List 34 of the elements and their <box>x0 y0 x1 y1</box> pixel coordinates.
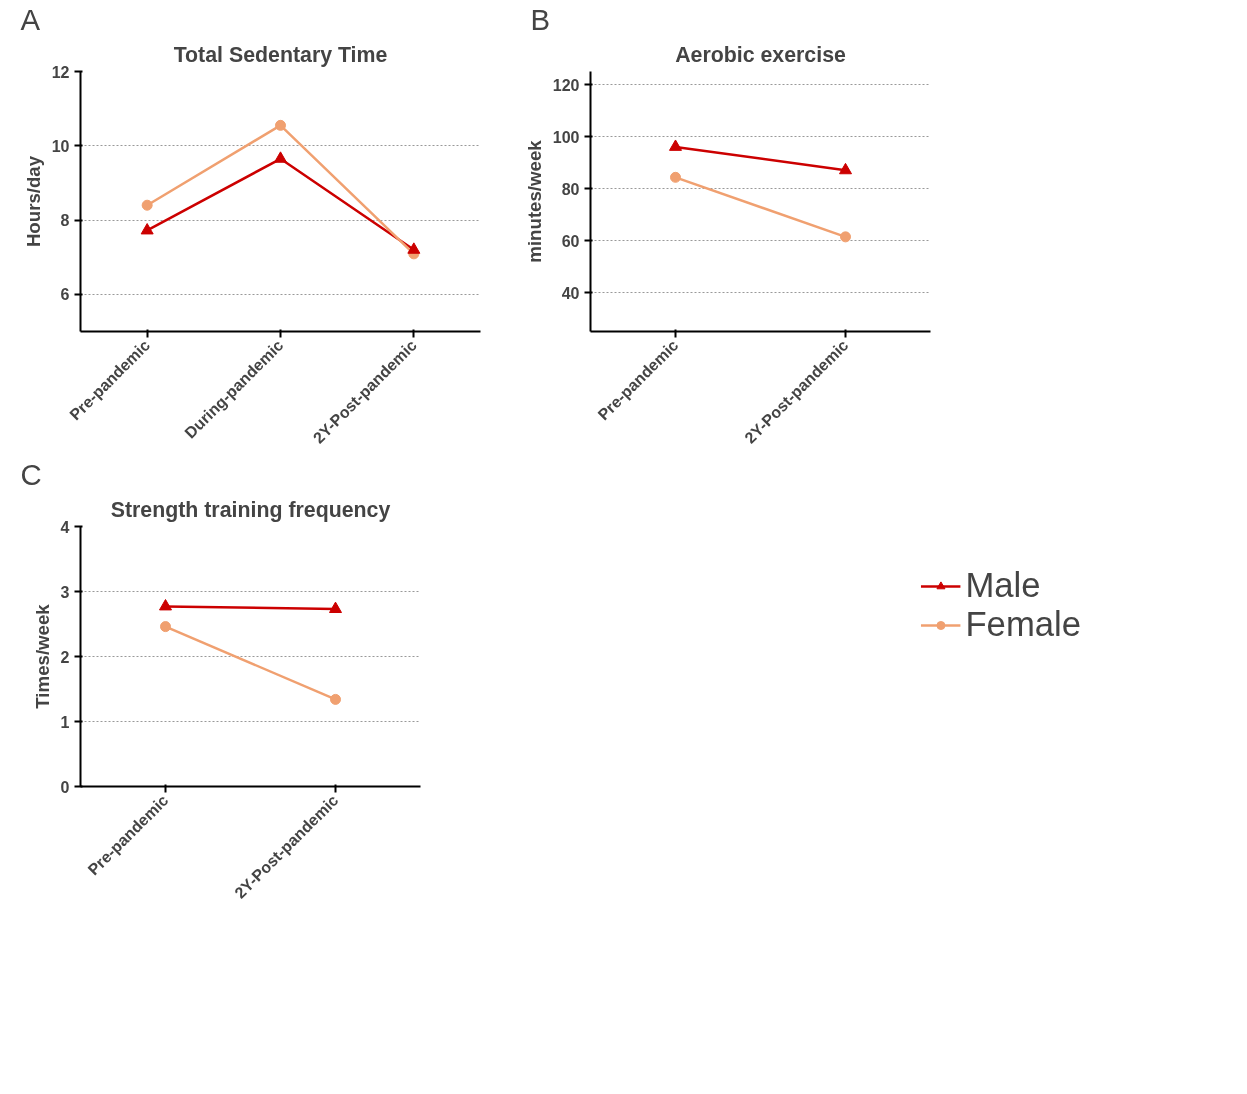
legend-label: Male <box>965 566 1041 605</box>
point <box>840 231 851 243</box>
y-axis-title: Hours/day <box>22 155 44 248</box>
y-tick-label: 40 <box>561 284 580 302</box>
y-tick-label: 0 <box>60 778 70 796</box>
text: A <box>20 2 41 36</box>
y-tick-label: 2 <box>60 648 70 666</box>
y-tick-label: 80 <box>561 180 580 198</box>
point <box>160 621 171 633</box>
y-tick-label: 12 <box>51 63 70 81</box>
chart-title: Total Sedentary Time <box>173 42 388 67</box>
y-tick-label: 60 <box>561 232 580 250</box>
point <box>274 151 287 163</box>
point <box>670 171 681 183</box>
y-tick-label: 4 <box>60 518 70 536</box>
point <box>140 223 154 235</box>
point <box>141 199 153 211</box>
text: B <box>530 2 551 36</box>
text: C <box>20 457 42 491</box>
y-axis-title: minutes/week <box>523 139 545 263</box>
chart-title: Strength training frequency <box>110 497 391 522</box>
legend-label: Female <box>965 605 1081 644</box>
y-tick-label: 3 <box>60 583 70 601</box>
y-axis-title: Times/week <box>31 603 53 709</box>
chart-title: Aerobic exercise <box>675 42 846 67</box>
y-tick-label: 100 <box>552 128 580 146</box>
y-tick-label: 1 <box>60 713 70 731</box>
y-tick-label: 6 <box>60 286 70 304</box>
y-tick-label: 120 <box>552 76 580 94</box>
point <box>275 119 286 131</box>
point <box>330 693 341 705</box>
point <box>407 242 421 254</box>
y-tick-label: 10 <box>51 137 70 155</box>
y-tick-label: 8 <box>60 212 70 230</box>
